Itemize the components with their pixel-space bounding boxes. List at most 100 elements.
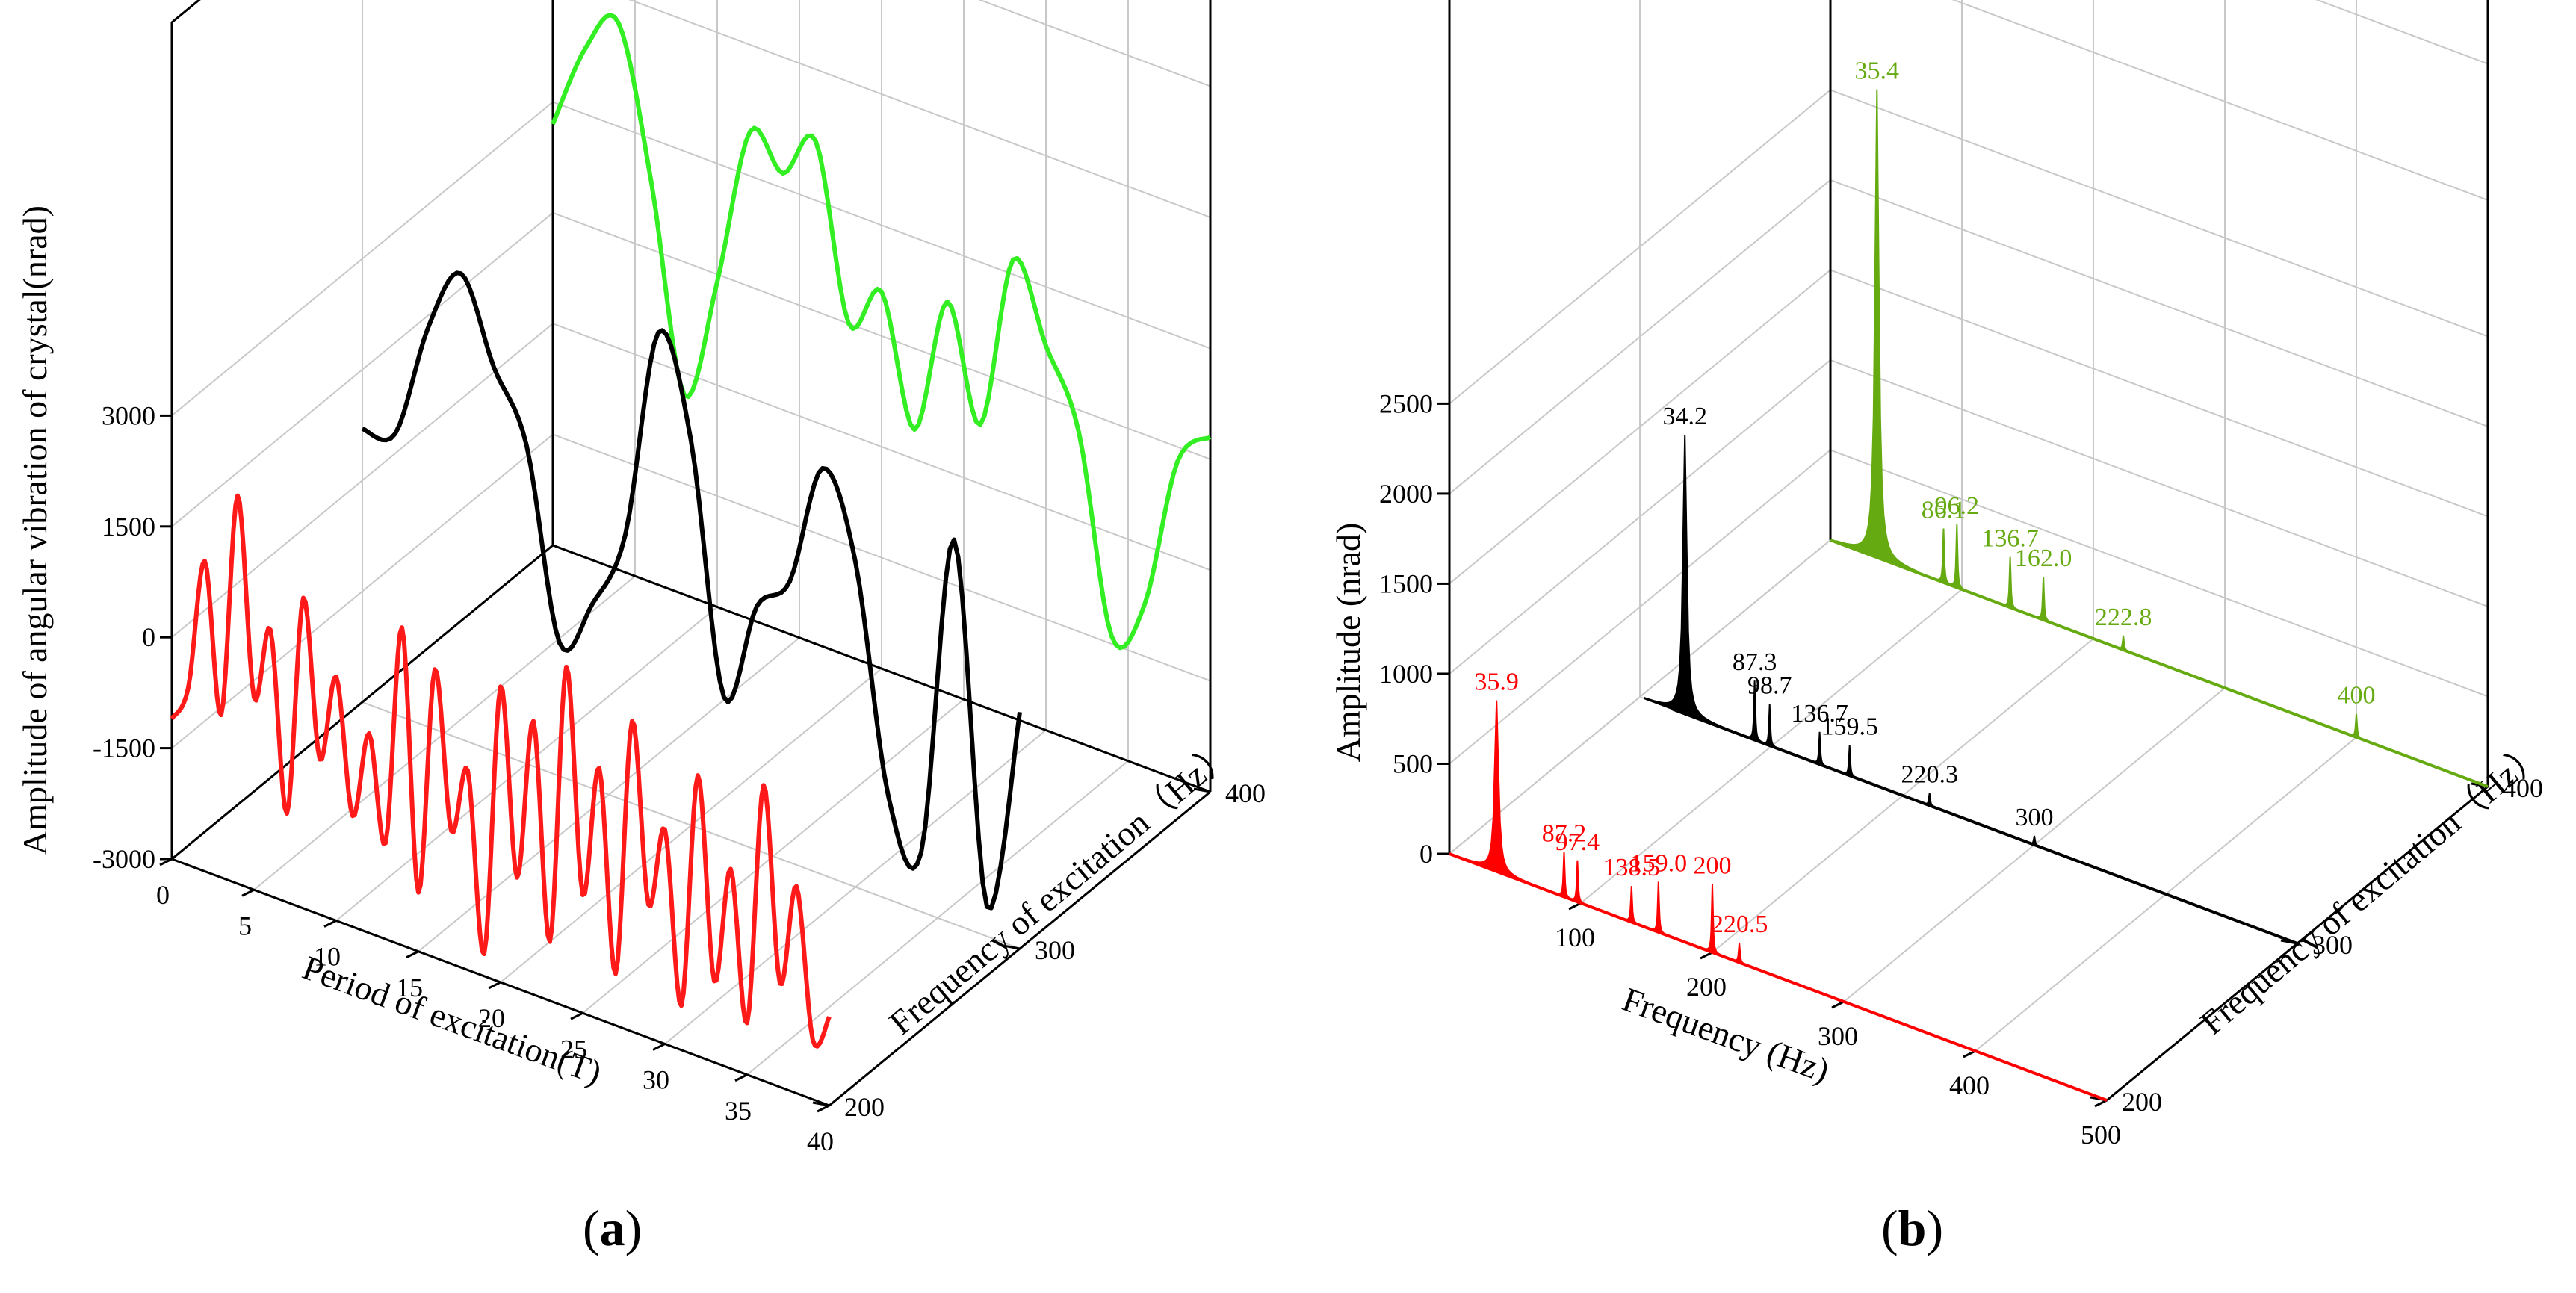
chart-a-y-tick-label: 300: [1035, 935, 1075, 965]
chart-a-x-tick: [241, 888, 255, 897]
chart-a-x-tick-label: 5: [238, 911, 252, 940]
chart-b-z-axis-title: Amplitude (nrad): [1329, 523, 1367, 763]
chart-a-z-axis-title: Amplitude of angular vibration of crysta…: [16, 205, 54, 855]
chart-a-x-tick: [488, 981, 501, 990]
chart-b-sidewall-gridline: [1449, 89, 1831, 405]
chart-b-peak-300: [1834, 745, 1866, 782]
chart-a-z-tick-label: 3000: [102, 400, 155, 430]
chart-b-peak-label-400: 35.4: [1855, 58, 1900, 85]
chart-b-sidewall-gridline: [1449, 449, 1831, 765]
chart-a-x-tick-label: 20: [478, 1003, 505, 1033]
chart-a-sidewall-gridline: [171, 101, 554, 417]
chart-b-y-axis-title: Frequency of excitation（Hz）: [2193, 733, 2551, 1041]
chart-b-peak-400: [2341, 713, 2372, 744]
chart-b-x-tick-label: 200: [1686, 972, 1727, 1002]
chart-b-x-tick: [1700, 951, 1713, 960]
chart-b-backwall-gridline: [1951, 0, 2489, 201]
chart-a-series-line-400: [551, 13, 1212, 651]
chart-b-peak-label-300: 159.5: [1821, 713, 1878, 740]
chart-b-peak-label-300: 87.3: [1733, 648, 1777, 676]
chart-a-x-tick: [652, 1043, 666, 1051]
chart-b-peak-300: [1915, 793, 1945, 813]
chart-b-series: 35.486.196.2136.7162.0222.840034.287.398…: [1449, 58, 2489, 1102]
chart-a-x-tick-label: 0: [156, 880, 170, 910]
chart-a-y-tick: [1193, 787, 1211, 793]
chart-b-x-tick: [1963, 1049, 1976, 1058]
chart-b-peak-label-400: 162.0: [2015, 545, 2072, 572]
chart-b-backwall-gridline: [1830, 449, 2489, 698]
chart-a-y-tick: [812, 1101, 830, 1107]
chart-a-x-tick-label: 30: [643, 1065, 669, 1095]
chart-b-peak-label-200: 35.9: [1474, 669, 1519, 696]
chart-b-sidewall-gridline: [1449, 539, 1831, 855]
chart-b-x-tick-label: 300: [1818, 1021, 1858, 1051]
chart-a-x-tick: [817, 1104, 830, 1113]
chart-b-peak-label-300: 98.7: [1747, 672, 1792, 700]
chart-a-x-tick-label: 40: [807, 1126, 834, 1156]
chart-b-peak-label-200: 159.0: [1630, 849, 1688, 877]
chart-b-peak-400: [1836, 89, 1919, 574]
chart-a-x-tick-label: 10: [314, 942, 341, 972]
chart-a-series-line-200: [170, 493, 832, 1049]
chart-b-peak-200: [1697, 884, 1728, 959]
chart-b-sidewall-gridline: [1449, 179, 1831, 494]
panel-label-b: (b): [1881, 1200, 1944, 1256]
chart-a-axes: [159, 0, 1212, 1113]
chart-a-series-line-300: [361, 270, 1022, 911]
chart-a-x-tick: [570, 1011, 583, 1020]
chart-b-peak-label-300: 136.7: [1791, 700, 1848, 728]
chart-a-x-tick: [406, 950, 419, 959]
chart-b-peak-400: [1928, 528, 1959, 589]
chart-b-peak-200: [1549, 852, 1579, 904]
chart-b-peak-label-300: 34.2: [1662, 403, 1707, 430]
chart-a-z-tick-label: -3000: [93, 844, 155, 874]
chart-a-z-tick-label: 0: [142, 622, 155, 652]
chart-b-backwall-gridline: [1830, 359, 2489, 607]
chart-b-z-tick-label: 1500: [1379, 568, 1433, 598]
chart-b-x-tick: [1568, 902, 1582, 911]
chart-b-peak-label-200: 220.5: [1711, 911, 1768, 938]
chart-b-y-tick-label: 200: [2122, 1087, 2162, 1117]
chart-b-sidewall-gridline: [1449, 359, 1831, 675]
chart-b-peak-400: [1995, 556, 2025, 614]
chart-b-y-tick-label: 400: [2503, 773, 2543, 803]
chart-a-sidewall-gridline: [171, 212, 554, 527]
chart-a-3d-time-waveforms: 0 5 10 15 20 25 30 35 40 200 300 400 3000 1500 0 -1500 -…: [16, 0, 1266, 1156]
chart-b-peak-label-300: 220.3: [1901, 761, 1958, 789]
chart-b-peak-400: [2108, 635, 2138, 657]
chart-a-z-tick-label: 1500: [102, 512, 155, 542]
chart-b-z-tick-label: 500: [1393, 748, 1433, 778]
chart-a-series: [170, 13, 1212, 1049]
chart-b-peak-300: [2019, 835, 2050, 852]
chart-b-peak-200: [1643, 881, 1674, 939]
chart-b-peak-400: [2028, 577, 2059, 627]
chart-a-x-tick-label: 15: [396, 973, 423, 1002]
chart-b-peak-label-200: 200: [1694, 852, 1732, 879]
chart-b-peak-label-200: 97.4: [1555, 828, 1600, 856]
chart-b-backwall-gridline: [1830, 89, 2489, 338]
chart-a-x-tick: [734, 1073, 748, 1082]
chart-b-peak-400: [1942, 524, 1972, 595]
chart-b-backwall-gridline: [2315, 0, 2489, 65]
chart-b-peak-label-400: 222.8: [2095, 604, 2152, 631]
chart-b-peak-label-400: 400: [2338, 682, 2376, 710]
chart-b-x-tick-label: 100: [1555, 923, 1595, 952]
chart-a-sidewall-gridline: [171, 323, 554, 638]
chart-b-peak-200: [1562, 860, 1593, 908]
chart-a-y-axis-title: Frequency of excitation（Hz）: [882, 733, 1240, 1041]
chart-a-backwall-gridline: [552, 323, 1211, 571]
chart-b-peak-300: [1754, 704, 1786, 752]
chart-a-x-tick: [323, 920, 337, 928]
chart-b-peak-200: [1455, 700, 1538, 888]
chart-b-peak-200: [1616, 886, 1647, 929]
chart-b-peak-label-400: 86.1: [1922, 497, 1966, 524]
chart-b-peak-300: [1804, 731, 1835, 771]
chart-a-z-tick-label: -1500: [93, 734, 155, 763]
chart-a-floor-edge: [171, 544, 554, 861]
chart-a-floor-edge: [552, 544, 1211, 793]
chart-b-backwall-gridline: [1830, 269, 2489, 518]
chart-b-peak-label-200: 138.5: [1603, 854, 1661, 881]
chart-a-x-tick-label: 35: [725, 1096, 752, 1126]
